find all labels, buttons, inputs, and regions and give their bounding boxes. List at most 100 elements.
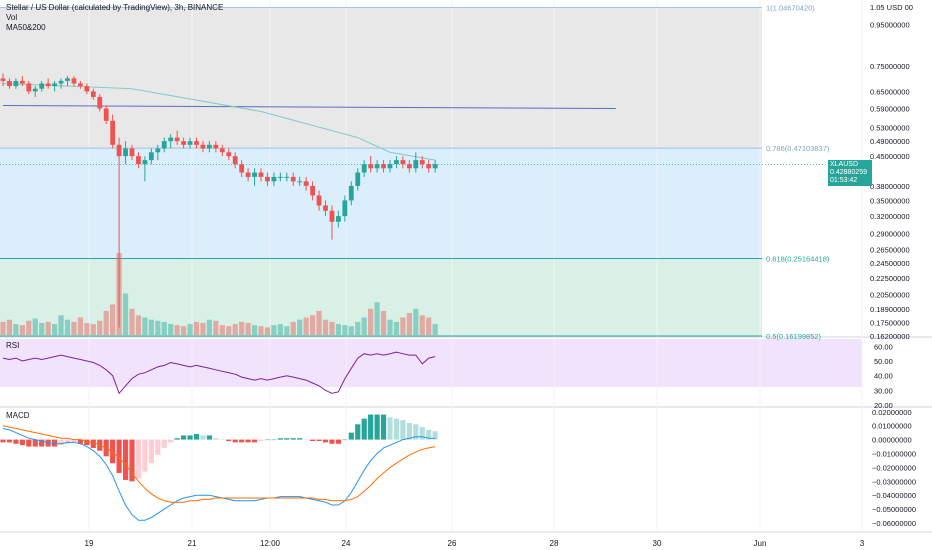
time-tick-label: 3: [860, 539, 865, 548]
ma-legend[interactable]: MA50&200: [6, 23, 46, 32]
macd-histogram-bar: [90, 439, 96, 448]
macd-histogram-bar: [129, 439, 135, 482]
volume-bar: [239, 321, 245, 335]
volume-bar: [103, 310, 109, 335]
candle-body: [90, 91, 96, 97]
volume-bar: [406, 313, 412, 335]
macd-histogram-bar: [148, 439, 154, 464]
candle-body: [361, 164, 367, 173]
volume-bar: [419, 315, 425, 335]
candle-body: [381, 164, 386, 169]
macd-tick-label: −0.03000000: [872, 477, 916, 486]
macd-histogram-bar: [226, 439, 232, 441]
candle-body: [406, 164, 412, 169]
volume-bar: [413, 308, 419, 335]
signal-line: [2, 425, 436, 503]
volume-bar: [251, 325, 258, 335]
fib-level-label: 0.786(0.47103837): [766, 144, 830, 153]
price-tick-label: 0.17500000: [870, 318, 910, 327]
candle-body: [142, 160, 148, 165]
volume-bar: [316, 310, 322, 335]
candle-body: [181, 141, 186, 145]
price-tick-label: 0.16200000: [870, 332, 910, 341]
volume-bar: [361, 317, 367, 335]
macd-pane: [0, 414, 438, 521]
macd-histogram-bar: [251, 439, 258, 443]
candle-body: [226, 152, 232, 157]
macd-tick-label: 0.01000000: [872, 422, 912, 431]
volume-bar: [32, 318, 38, 335]
candle-body: [297, 181, 303, 183]
candle-body: [245, 172, 251, 177]
candle-body: [200, 144, 206, 149]
time-axis[interactable]: 19 21 12:00 24 26 28 30 Jun 3: [85, 539, 865, 548]
macd-histogram-bar: [368, 414, 374, 440]
volume-bar: [0, 321, 6, 335]
candle-body: [58, 80, 64, 84]
macd-histogram-bar: [329, 439, 335, 444]
symbol-title[interactable]: Stellar / US Dollar (calculated by Tradi…: [6, 3, 224, 12]
candle-body: [290, 176, 296, 182]
candle-body: [45, 83, 51, 87]
candle-body: [26, 83, 32, 92]
price-tag-countdown: 01:53:42: [830, 177, 858, 184]
macd-histogram-bar: [19, 439, 25, 446]
macd-histogram-bar: [181, 435, 187, 440]
price-tick-label: 0.24500000: [870, 259, 910, 268]
candle-body: [207, 144, 212, 149]
volume-bar: [310, 315, 316, 335]
volume-bar: [168, 324, 174, 335]
volume-bar: [90, 324, 96, 335]
macd-tick-label: −0.06000000: [872, 519, 916, 528]
macd-histogram-bar: [122, 439, 129, 480]
candle-body: [148, 152, 154, 161]
macd-label[interactable]: MACD: [6, 411, 30, 420]
volume-bar: [187, 324, 193, 335]
macd-tick-label: −0.05000000: [872, 505, 916, 514]
candle-body: [97, 96, 103, 109]
macd-histogram-bar: [271, 439, 277, 441]
macd-histogram-bar: [426, 429, 432, 440]
candle-body: [155, 148, 161, 153]
candle-body: [116, 144, 122, 157]
macd-histogram-bar: [374, 414, 380, 440]
price-tick-label: 0.18900000: [870, 305, 910, 314]
volume-bar: [432, 324, 438, 335]
volume-bar: [232, 324, 238, 335]
price-tick-label: 0.53000000: [870, 123, 910, 132]
macd-histogram-bar: [419, 427, 425, 440]
macd-tick-label: 0.00000000: [872, 436, 912, 445]
price-tag-price: 0.42880259: [830, 169, 867, 176]
volume-legend[interactable]: Vol: [6, 13, 18, 22]
ma200-line: [2, 105, 616, 109]
rsi-tick-label: 60.00: [874, 342, 893, 351]
macd-histogram-bar: [361, 418, 367, 440]
rsi-label[interactable]: RSI: [6, 341, 20, 350]
candle-body: [400, 160, 406, 165]
candle-body: [174, 137, 180, 142]
fib-retracement[interactable]: 1(1.04670420) 0.786(0.47103837) 0.618(0.25…: [0, 4, 830, 341]
candle-body: [323, 205, 328, 211]
volume-bar: [13, 324, 19, 335]
price-tick-label: 0.59000000: [870, 104, 910, 113]
macd-histogram-bar: [13, 439, 19, 444]
candle-body: [413, 160, 419, 169]
price-tick-label: 0.22500000: [870, 274, 910, 283]
rsi-tick-label: 40.00: [874, 372, 893, 381]
price-tick-label: 0.49000000: [870, 137, 910, 146]
rsi-line: [2, 351, 436, 395]
fib-level-label: 0.618(0.25164418): [766, 254, 830, 263]
volume-bar: [71, 321, 77, 335]
macd-histogram-bar: [193, 434, 200, 440]
price-tick-label: 0.35000000: [870, 196, 910, 205]
volume-bar: [129, 308, 135, 335]
macd-histogram-bar: [0, 439, 6, 443]
macd-histogram-bar: [116, 439, 122, 473]
candle-body: [187, 141, 193, 145]
price-tick-label: 0.29000000: [870, 229, 910, 238]
fib-zone-middle: [0, 148, 762, 258]
price-axis[interactable]: 1.05 USD 00 0.95000000 0.75000000 0.6500000…: [870, 3, 916, 528]
volume-bar: [277, 324, 283, 335]
candle-body: [103, 108, 109, 121]
